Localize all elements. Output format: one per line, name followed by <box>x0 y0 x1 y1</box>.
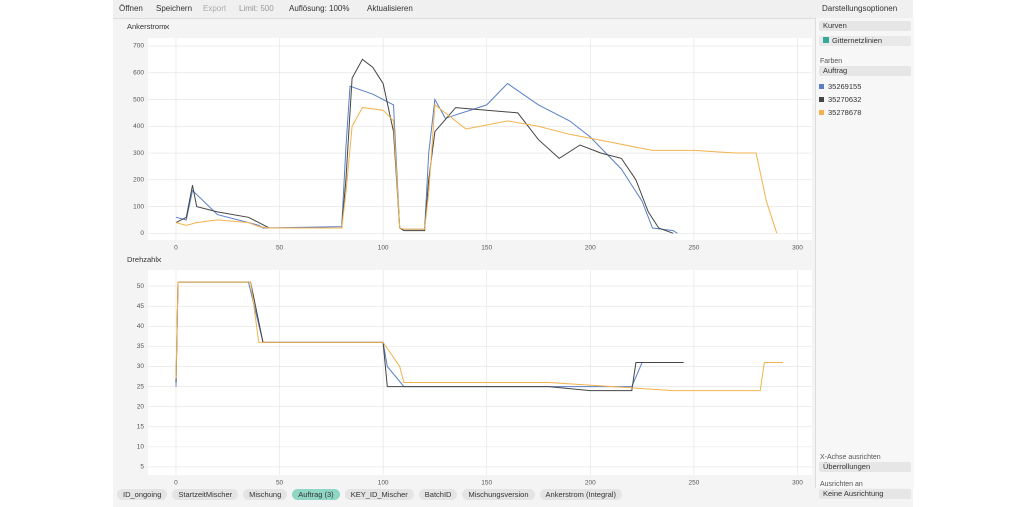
legend: 35269155 35270632 35278678 <box>819 80 861 119</box>
filter-chip[interactable]: BatchID <box>418 489 458 500</box>
y-tick-label: 0 <box>140 230 144 237</box>
legend-entry[interactable]: 35269155 <box>819 80 861 93</box>
y-tick-label: 45 <box>137 303 145 310</box>
y-tick-label: 5 <box>140 464 144 471</box>
close-icon <box>156 257 162 263</box>
side-panel <box>815 18 914 488</box>
y-tick-label: 30 <box>137 363 145 370</box>
filter-chip[interactable]: ID_ongoing <box>117 489 168 500</box>
y-tick-label: 500 <box>133 96 144 103</box>
limit[interactable]: Limit: 500 <box>239 4 274 13</box>
y-tick-label: 25 <box>137 383 145 390</box>
grid-label: Gitternetzlinien <box>832 36 883 45</box>
plot-area <box>148 38 812 240</box>
x-tick-label: 200 <box>585 245 596 252</box>
chart-header <box>113 253 702 267</box>
colors-select[interactable]: Auftrag <box>819 66 911 76</box>
open-button[interactable]: Öffnen <box>119 4 143 13</box>
x-tick-label: 250 <box>688 480 699 487</box>
options-button[interactable]: Darstellungsoptionen <box>822 4 898 13</box>
x-tick-label: 300 <box>792 480 803 487</box>
series-line <box>175 103 778 234</box>
grid-toggle[interactable]: Gitternetzlinien <box>819 36 911 46</box>
refresh-button[interactable]: Aktualisieren <box>367 4 413 13</box>
x-tick-label: 300 <box>792 245 803 252</box>
series-line <box>175 58 674 234</box>
x-tick-label: 250 <box>688 245 699 252</box>
checkbox[interactable] <box>823 37 829 43</box>
resolution[interactable]: Auflösung: 100% <box>289 4 350 13</box>
x-tick-label: 200 <box>585 480 596 487</box>
legend-entry[interactable]: 35270632 <box>819 93 861 106</box>
align-x-select[interactable]: Überrollungen <box>819 462 911 472</box>
y-tick-label: 35 <box>137 343 145 350</box>
y-tick-label: 15 <box>137 423 145 430</box>
legend-label: 35270632 <box>828 95 862 104</box>
plot-area <box>148 270 812 475</box>
x-tick-label: 0 <box>174 480 178 487</box>
y-tick-label: 100 <box>133 203 144 210</box>
series-line <box>175 281 684 388</box>
legend-swatch <box>819 97 824 102</box>
toolbar <box>113 0 913 19</box>
chart-header <box>113 20 702 34</box>
x-tick-label: 100 <box>378 480 389 487</box>
x-tick-label: 50 <box>276 480 284 487</box>
x-tick-label: 100 <box>378 245 389 252</box>
align-x-label: X-Achse ausrichten <box>820 454 881 461</box>
save-button[interactable]: Speichern <box>156 4 193 13</box>
y-tick-label: 400 <box>133 123 144 130</box>
legend-swatch <box>819 110 824 115</box>
export-button[interactable]: Export <box>203 4 227 13</box>
y-tick-label: 200 <box>133 177 144 184</box>
legend-entry[interactable]: 35278678 <box>819 106 861 119</box>
y-tick-label: 700 <box>133 43 144 50</box>
filter-chip[interactable]: KEY_ID_Mischer <box>344 489 414 500</box>
filter-chip[interactable]: Mischungsversion <box>462 489 535 500</box>
x-tick-label: 150 <box>481 245 492 252</box>
y-tick-label: 20 <box>137 403 145 410</box>
y-tick-label: 50 <box>137 283 145 290</box>
colors-label: Farben <box>820 58 843 65</box>
y-tick-label: 10 <box>137 444 145 451</box>
legend-label: 35278678 <box>828 108 862 117</box>
filter-chip[interactable]: Mischung <box>243 489 288 500</box>
mode-select[interactable]: Kurven <box>819 21 911 31</box>
y-tick-label: 300 <box>133 150 144 157</box>
legend-swatch <box>819 84 824 89</box>
chart-title: Ankerstrom <box>127 22 165 31</box>
align-to-select[interactable]: Keine Ausrichtung <box>819 489 911 499</box>
filter-chip[interactable]: StartzeitMischer <box>172 489 239 500</box>
close-icon <box>164 24 170 30</box>
x-tick-label: 150 <box>481 480 492 487</box>
chart-title: Drehzahl <box>127 255 157 264</box>
filter-chip[interactable]: Auftrag (3) <box>292 489 340 500</box>
legend-label: 35269155 <box>828 82 862 91</box>
x-tick-label: 0 <box>174 245 178 252</box>
filter-chip[interactable]: Ankerstrom (Integral) <box>539 489 622 500</box>
x-tick-label: 50 <box>276 245 284 252</box>
y-tick-label: 600 <box>133 70 144 77</box>
align-to-label: Ausrichten an <box>820 481 863 488</box>
y-tick-label: 40 <box>137 323 145 330</box>
series-line <box>175 281 783 392</box>
